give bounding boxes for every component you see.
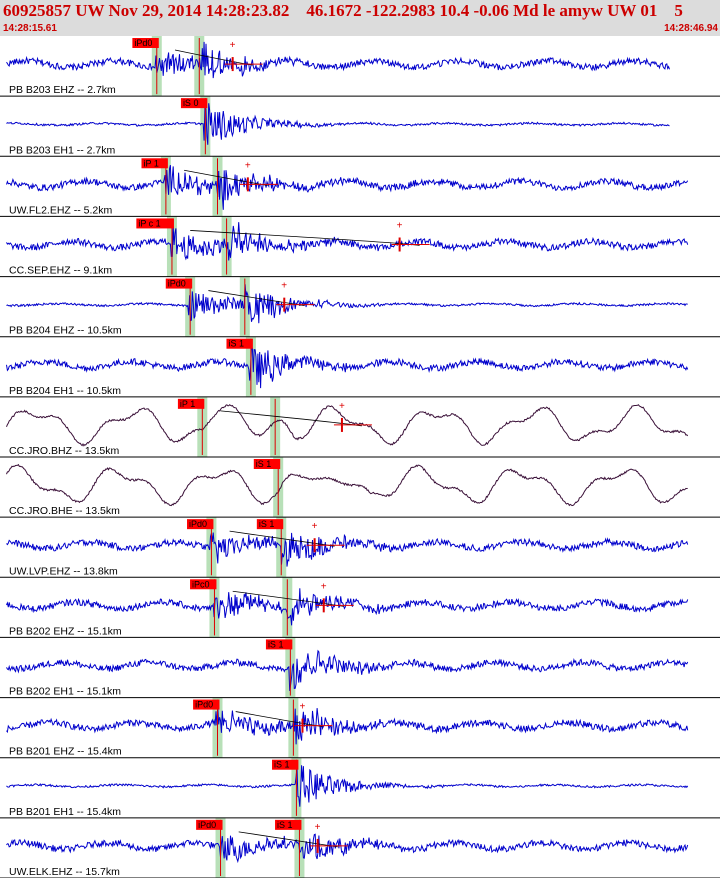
pick-label-box [136, 218, 174, 229]
pick-label-box [226, 338, 253, 349]
coda-plus: + [299, 702, 305, 713]
event-header: 60925857 UW Nov 29, 2014 14:28:23.82 46.… [0, 0, 720, 36]
waveform-trace [6, 532, 689, 567]
waveform-trace [6, 707, 689, 745]
pick-label-box [272, 759, 299, 770]
station-label: CC.SEP.EHZ -- 9.1km [9, 265, 112, 277]
station-label: CC.JRO.BHE -- 13.5km [9, 505, 120, 517]
station-label: PB B202 EHZ -- 15.1km [9, 625, 122, 637]
station-label: PB B201 EH1 -- 15.4km [9, 806, 121, 818]
coda-plus: + [230, 40, 236, 51]
pick-label-box [190, 579, 217, 590]
pick-label-box [196, 819, 223, 830]
event-summary-title: 60925857 UW Nov 29, 2014 14:28:23.82 46.… [3, 1, 683, 20]
waveform-trace [6, 284, 688, 324]
start-time-label: 14:28:15.61 [3, 23, 57, 34]
waveform-trace [6, 222, 689, 261]
pick-label: iPd0 [195, 700, 213, 710]
waveform-trace [6, 463, 688, 507]
pick-label: iPd0 [198, 820, 216, 830]
station-label: UW.ELK.EHZ -- 15.7km [9, 866, 120, 878]
pick-label-box [187, 519, 214, 530]
end-time-label: 14:28:46.94 [664, 23, 718, 34]
coda-plus: + [315, 822, 321, 833]
waveform-trace [6, 588, 689, 626]
pick-label: iS 1 [268, 639, 284, 649]
panel-borders-layer [0, 95, 720, 878]
waveform-trace [6, 404, 689, 447]
waveform-trace [6, 41, 670, 79]
station-label: PB B202 EH1 -- 15.1km [9, 686, 121, 698]
picks-layer: iPd0 + iS 0 iP 1 + iP c 1 + iPd0 + iS 1 iP 1 + iS 1 i… [132, 38, 430, 876]
coda-plus: + [245, 160, 251, 171]
coda-plus: + [321, 581, 327, 592]
pick-label: iPd0 [189, 519, 207, 529]
pick-label: iS 1 [228, 339, 244, 349]
station-label: PB B204 EHZ -- 10.5km [9, 325, 122, 337]
station-label: CC.JRO.BHZ -- 13.5km [9, 445, 120, 457]
waveform-trace [6, 346, 689, 389]
waveform-trace [6, 164, 689, 210]
trace-labels-layer: PB B203 EHZ -- 2.7km PB B203 EH1 -- 2.7km… [9, 84, 122, 878]
station-label: PB B203 EHZ -- 2.7km [9, 84, 116, 96]
pick-label: iPd0 [134, 38, 152, 48]
coda-plus: + [397, 220, 403, 231]
pick-label-box [275, 819, 302, 830]
pick-label: iP 1 [143, 158, 158, 168]
coda-plus: + [312, 521, 318, 532]
pick-label: iPd0 [168, 279, 186, 289]
pick-label-box [180, 98, 208, 109]
pick-label: iS 1 [277, 820, 293, 830]
pick-label-box [193, 699, 220, 710]
coda-decay-curve [220, 410, 362, 427]
pick-label: iS 0 [183, 98, 199, 108]
pick-label-box [132, 38, 159, 48]
station-label: PB B203 EH1 -- 2.7km [9, 144, 115, 156]
pick-label: iP 1 [180, 399, 195, 409]
waveform-trace [6, 102, 670, 145]
station-label: UW.LVP.EHZ -- 13.8km [9, 565, 118, 577]
traces-layer [6, 41, 689, 864]
pick-label-box [177, 398, 205, 409]
station-label: UW.FL2.EHZ -- 5.2km [9, 204, 113, 216]
pick-label-box [256, 519, 284, 530]
pick-label-box [141, 158, 168, 169]
pick-label-box [165, 278, 193, 289]
pick-label-box [265, 639, 293, 650]
seismogram-plot: iPd0 + iS 0 iP 1 + iP c 1 + iPd0 + iS 1 iP 1 + iS 1 i… [0, 36, 720, 878]
pick-label: iS 1 [256, 459, 272, 469]
waveform-trace [6, 765, 689, 807]
coda-plus: + [281, 281, 287, 292]
coda-plus: + [339, 401, 345, 412]
station-label: PB B201 EHZ -- 15.4km [9, 746, 122, 758]
pick-label: iS 1 [259, 519, 275, 529]
pick-label-box [253, 459, 281, 469]
pick-label: iS 1 [274, 760, 290, 770]
pick-label: iPc0 [192, 579, 210, 589]
pick-label: iP c 1 [138, 218, 160, 228]
waveform-trace [6, 649, 689, 691]
station-label: PB B204 EH1 -- 10.5km [9, 385, 121, 397]
waveform-trace [6, 833, 689, 864]
